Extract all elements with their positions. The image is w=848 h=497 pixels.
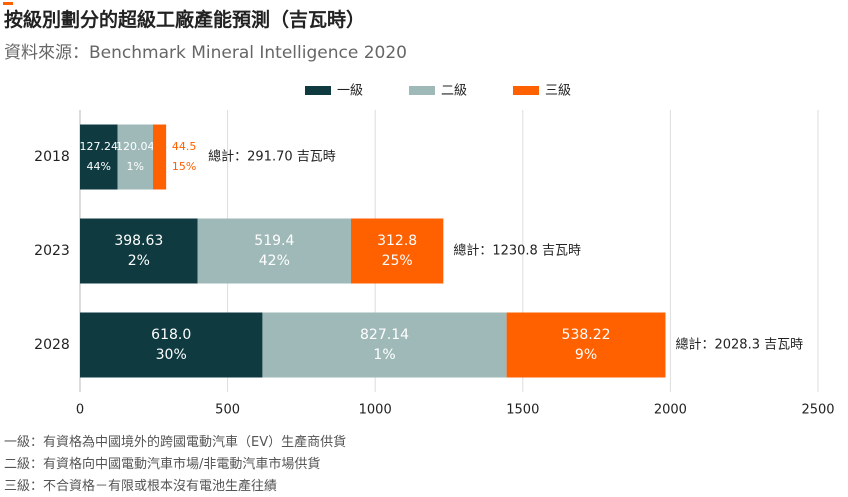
value-label: 312.8 [377,233,417,249]
legend-label: 一級 [337,84,363,99]
accent [3,2,13,5]
y-tick-label: 2028 [34,337,70,353]
percent-label: 2% [128,253,150,269]
bar-segment [351,218,444,284]
note: 一級：有資格為中國境外的跨國電動汽車（EV）生產商供貨 [4,434,346,450]
legend-swatch [513,86,539,95]
bar-segment [197,218,352,284]
bar-segment [80,124,118,190]
note: 三級：不合資格－有限或根本沒有電池生產往績 [4,478,277,494]
value-label: 127.24 [80,140,119,153]
x-tick-label: 1000 [359,403,392,418]
value-label: 120.04 [116,140,155,153]
percent-label: 1% [127,160,144,173]
total-label: 總計：291.70 吉瓦時 [208,149,336,165]
percent-label: 25% [382,253,413,269]
total-label: 總計：2028.3 吉瓦時 [675,337,803,353]
chart-subtitle: 資料來源：Benchmark Mineral Intelligence 2020 [4,43,407,63]
y-tick-label: 2023 [34,243,70,259]
value-label: 618.0 [151,327,191,343]
x-tick-label: 2000 [654,403,687,418]
chart-title: 按級別劃分的超級工廠產能預測（吉瓦時） [4,8,365,31]
percent-label: 1% [373,347,395,363]
x-tick-label: 0 [76,403,84,418]
legend-label: 二級 [441,84,467,99]
x-tick-label: 2500 [801,403,834,418]
total-label: 總計：1230.8 吉瓦時 [453,243,581,259]
value-label: 827.14 [360,327,409,343]
bar-segment [262,312,507,378]
percent-label: 15% [172,160,196,173]
percent-label: 44% [87,160,111,173]
percent-label: 42% [259,253,290,269]
bar-segment [117,124,153,190]
bar-segment [152,124,167,190]
bar-segment [80,218,198,284]
bar-segment [506,312,666,378]
legend-label: 三級 [545,84,571,99]
value-label: 44.5 [172,140,197,153]
note: 二級：有資格向中國電動汽車市場/非電動汽車市場供貨 [4,456,320,472]
bar-segment [80,312,263,378]
x-tick-label: 500 [215,403,240,418]
legend-swatch [409,86,435,95]
percent-label: 30% [156,347,187,363]
percent-label: 9% [575,347,597,363]
value-label: 538.22 [562,327,611,343]
y-tick-label: 2018 [34,149,70,165]
legend-swatch [305,86,331,95]
value-label: 519.4 [254,233,294,249]
x-tick-label: 1500 [506,403,539,418]
value-label: 398.63 [114,233,163,249]
